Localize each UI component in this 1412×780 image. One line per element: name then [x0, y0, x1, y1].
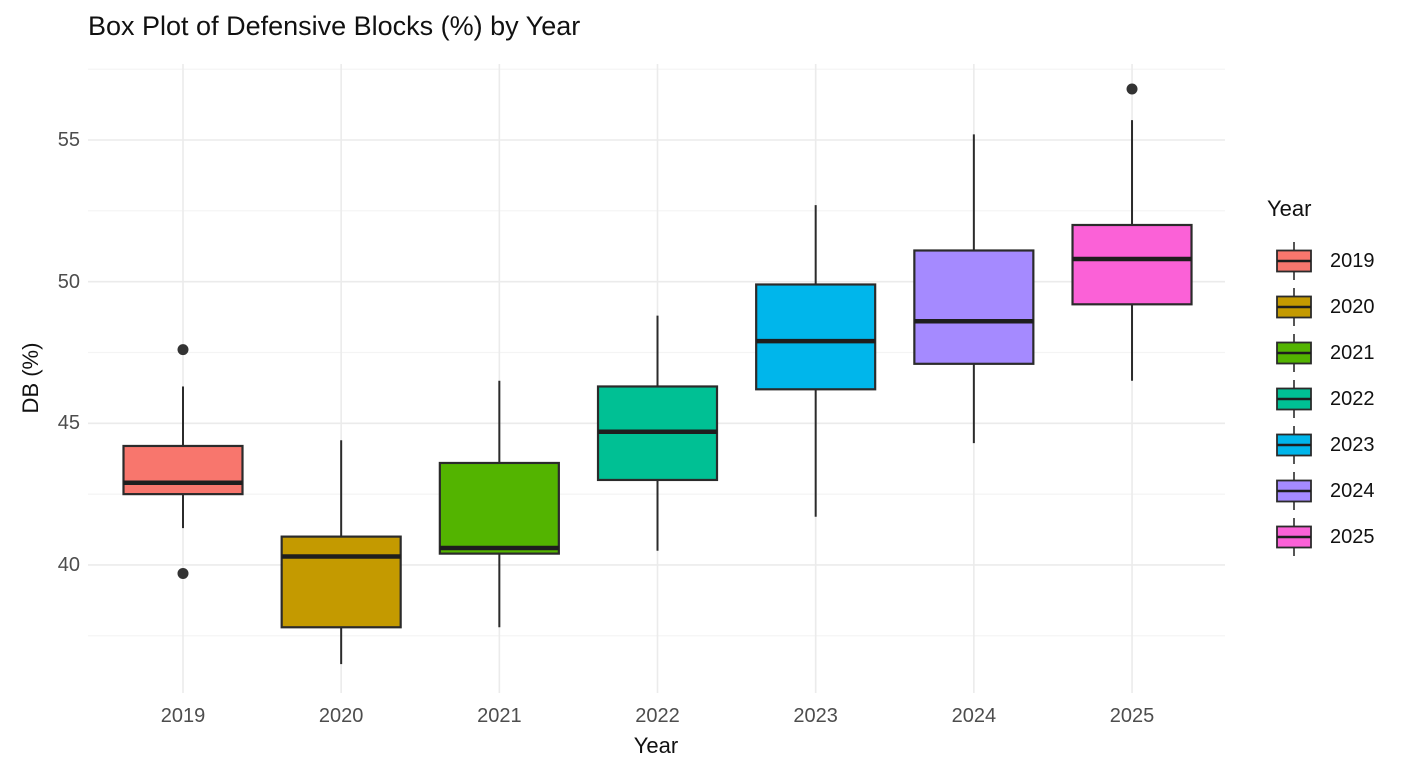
x-tick-label: 2021 [477, 705, 522, 727]
boxplot-2022 [596, 315, 719, 551]
gridlines-layer [88, 64, 1225, 693]
legend-key-icon [1276, 472, 1312, 510]
legend-key-icon [1276, 518, 1312, 556]
x-tick-label: 2024 [951, 705, 997, 727]
legend-key-icon [1276, 426, 1312, 464]
chart-title: Box Plot of Defensive Blocks (%) by Year [88, 11, 581, 41]
legend-label: 2022 [1330, 387, 1375, 410]
x-axis-title: Year [633, 733, 679, 758]
legend-label: 2023 [1330, 433, 1375, 456]
iqr-box [755, 283, 877, 391]
y-tick-label: 50 [57, 270, 80, 293]
legend-entry-2022: 2022 [1267, 376, 1375, 422]
outlier-point [177, 344, 189, 356]
legend-key-icon [1276, 380, 1312, 418]
boxplot-2024 [913, 134, 1035, 444]
legend-label: 2020 [1330, 295, 1375, 318]
legend-entry-2025: 2025 [1267, 514, 1375, 560]
y-tick-label: 40 [57, 553, 80, 576]
outlier-point [177, 567, 189, 579]
legend-entry-2023: 2023 [1267, 422, 1375, 468]
legend-label: 2019 [1330, 249, 1375, 272]
iqr-box [438, 461, 560, 555]
x-tick-label: 2019 [160, 705, 206, 727]
iqr-box [913, 249, 1035, 365]
legend: Year 2019 2020 2021 2022 2023 2024 2025 [1267, 196, 1375, 560]
legend-label: 2025 [1330, 525, 1375, 548]
outlier-point [1126, 83, 1138, 95]
y-tick-label: 55 [57, 129, 80, 151]
legend-entry-2020: 2020 [1267, 284, 1375, 330]
x-tick-label: 2025 [1109, 705, 1155, 727]
legend-entry-2024: 2024 [1267, 468, 1375, 514]
legend-key-icon [1276, 242, 1312, 280]
legend-label: 2024 [1330, 479, 1375, 502]
legend-entry-2021: 2021 [1267, 330, 1375, 376]
boxplot-2025 [1071, 83, 1193, 381]
y-tick-label: 45 [57, 412, 80, 435]
x-tick-label: 2020 [318, 705, 364, 727]
iqr-box [280, 535, 402, 629]
legend-key-icon [1276, 334, 1312, 372]
legend-title: Year [1267, 196, 1312, 221]
legend-key-icon [1276, 288, 1312, 326]
boxplot-2020 [280, 440, 402, 665]
legend-label: 2021 [1330, 341, 1375, 364]
x-tick-label: 2022 [635, 705, 680, 727]
iqr-box [122, 444, 244, 496]
y-axis-title: DB (%) [18, 342, 43, 414]
x-tick-label: 2023 [793, 705, 838, 727]
legend-entry-2019: 2019 [1267, 238, 1375, 284]
legend-entries: 2019 2020 2021 2022 2023 2024 2025 [1267, 238, 1375, 560]
boxplot-2021 [438, 380, 560, 628]
boxplot-2019 [122, 344, 244, 579]
iqr-box [1071, 223, 1193, 306]
boxplot-2023 [755, 205, 877, 517]
